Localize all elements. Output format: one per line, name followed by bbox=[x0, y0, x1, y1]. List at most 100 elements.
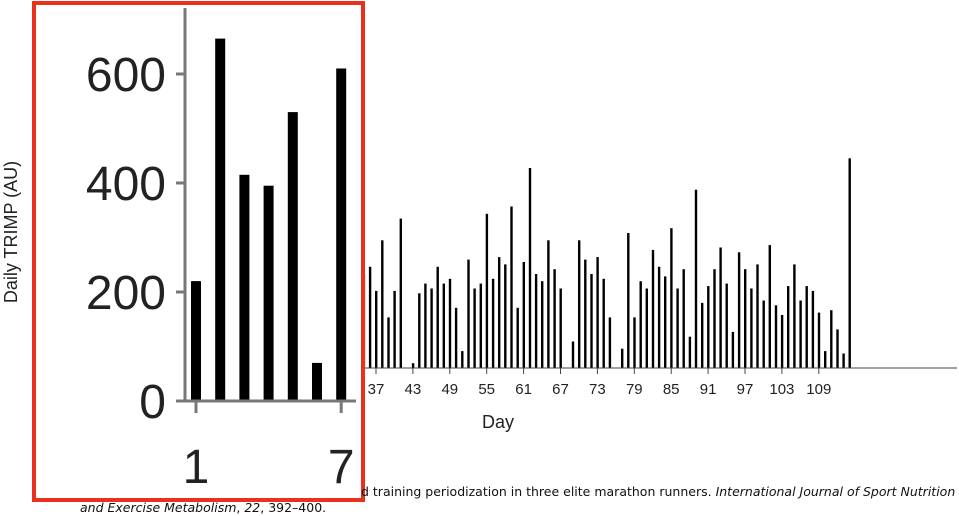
right-x-tick-label-61: 61 bbox=[515, 381, 532, 398]
citation-pages: , 392–400. bbox=[260, 500, 327, 515]
bar-day-88 bbox=[688, 336, 692, 368]
bar-day-107 bbox=[805, 286, 808, 368]
daily-trimp-bars-zoom bbox=[191, 38, 347, 402]
x-axis-title: Day bbox=[482, 412, 514, 432]
bar-day-47 bbox=[436, 266, 439, 368]
bar-day-36 bbox=[368, 266, 372, 368]
bar-day-87 bbox=[682, 269, 685, 368]
right-x-tick-label-79: 79 bbox=[626, 381, 643, 398]
right-x-tick-label-67: 67 bbox=[552, 381, 569, 398]
bar-day-43 bbox=[411, 363, 415, 368]
citation-line-1: d training periodization in three elite … bbox=[361, 484, 955, 499]
bar-day-79 bbox=[633, 317, 636, 368]
bar-day-53 bbox=[473, 288, 476, 368]
bar-day-95 bbox=[731, 331, 735, 368]
bar-day-94 bbox=[725, 283, 728, 368]
bar-day-90 bbox=[701, 302, 704, 368]
bar-day-100 bbox=[762, 300, 765, 368]
bar-day-92 bbox=[713, 269, 716, 368]
right-x-tick-label-91: 91 bbox=[700, 381, 717, 398]
zoom-x-tick-label-7: 7 bbox=[328, 441, 355, 494]
zoom-bar-day-6 bbox=[312, 362, 322, 402]
right-x-ticks: 37 43 49 55 61 67 73 79 85 91 97 103 109 bbox=[368, 368, 831, 398]
zoom-bar-day-3 bbox=[239, 174, 250, 401]
bar-day-45 bbox=[424, 283, 427, 368]
zoom-bar-day-4 bbox=[263, 185, 274, 401]
bar-day-61 bbox=[522, 262, 525, 368]
bar-day-83 bbox=[657, 266, 661, 368]
bar-day-44 bbox=[418, 293, 421, 368]
right-x-tick-label-37: 37 bbox=[368, 381, 385, 398]
bar-day-102 bbox=[774, 305, 778, 368]
right-x-tick-label-97: 97 bbox=[737, 381, 754, 398]
bar-day-71 bbox=[584, 259, 587, 369]
bar-day-81 bbox=[645, 288, 648, 368]
y-axis-title: Daily TRIMP (AU) bbox=[1, 161, 21, 303]
bar-day-54 bbox=[479, 283, 482, 368]
daily-trimp-bars-full bbox=[362, 158, 851, 369]
bar-day-51 bbox=[461, 351, 464, 368]
bar-day-75 bbox=[608, 317, 612, 368]
citation-journal: International Journal of Sport Nutrition bbox=[715, 484, 956, 499]
bar-day-72 bbox=[590, 274, 593, 368]
zoom-bar-day-1 bbox=[191, 281, 201, 401]
bar-day-38 bbox=[381, 240, 384, 368]
bar-day-97 bbox=[744, 269, 747, 368]
bar-day-108 bbox=[811, 290, 815, 368]
bar-day-58 bbox=[504, 264, 507, 368]
bar-day-80 bbox=[639, 281, 642, 368]
bar-day-85 bbox=[670, 228, 673, 368]
bar-day-39 bbox=[387, 317, 390, 368]
bar-day-93 bbox=[719, 247, 722, 368]
bar-day-56 bbox=[491, 278, 495, 368]
right-x-tick-label-55: 55 bbox=[478, 381, 495, 398]
bar-day-109 bbox=[817, 312, 821, 368]
zoom-y-tick-label-600: 600 bbox=[86, 49, 166, 102]
bar-day-52 bbox=[467, 259, 470, 369]
bar-day-78 bbox=[627, 233, 630, 368]
bar-day-73 bbox=[596, 257, 599, 368]
bar-day-99 bbox=[756, 264, 759, 368]
bar-day-82 bbox=[651, 249, 655, 368]
bar-day-37 bbox=[375, 290, 378, 368]
bar-day-114 bbox=[848, 158, 851, 368]
bar-day-74 bbox=[602, 278, 605, 368]
bar-day-106 bbox=[799, 300, 802, 368]
bar-day-89 bbox=[694, 189, 698, 368]
citation-journal-cont: and Exercise Metabolism bbox=[80, 500, 237, 515]
right-x-tick-label-109: 109 bbox=[806, 381, 831, 398]
bar-day-91 bbox=[707, 286, 710, 368]
bar-day-48 bbox=[442, 283, 445, 368]
right-x-tick-label-103: 103 bbox=[769, 381, 794, 398]
bar-day-67 bbox=[559, 288, 562, 368]
zoom-x-tick-label-1: 1 bbox=[183, 441, 210, 494]
zoom-highlight-frame bbox=[32, 1, 365, 502]
bar-day-50 bbox=[454, 307, 458, 369]
bar-day-57 bbox=[498, 257, 501, 368]
citation-line-2: and Exercise Metabolism, 22, 392–400. bbox=[80, 500, 326, 515]
zoom-bar-day-2 bbox=[215, 38, 226, 401]
bar-day-46 bbox=[430, 288, 433, 368]
right-x-tick-label-43: 43 bbox=[405, 381, 422, 398]
bar-day-49 bbox=[448, 278, 452, 368]
bar-day-60 bbox=[516, 307, 519, 369]
bar-day-66 bbox=[553, 269, 556, 368]
bar-day-77 bbox=[621, 348, 624, 368]
bar-day-105 bbox=[793, 264, 796, 368]
bar-day-64 bbox=[541, 281, 544, 368]
bar-day-59 bbox=[510, 206, 513, 368]
bar-day-101 bbox=[768, 245, 771, 368]
zoom-bar-day-7 bbox=[336, 68, 347, 401]
bar-day-40 bbox=[393, 290, 396, 368]
bar-day-41 bbox=[399, 218, 402, 368]
bar-day-70 bbox=[578, 240, 581, 368]
bar-day-63 bbox=[534, 274, 538, 368]
citation-text: d training periodization in three elite … bbox=[361, 484, 716, 499]
bar-day-86 bbox=[676, 288, 679, 368]
zoom-bar-day-5 bbox=[287, 112, 298, 401]
bar-day-111 bbox=[830, 310, 833, 368]
bar-day-96 bbox=[737, 252, 741, 368]
bar-day-65 bbox=[547, 240, 550, 368]
bar-day-98 bbox=[750, 288, 753, 368]
citation-volume: 22 bbox=[244, 500, 261, 515]
